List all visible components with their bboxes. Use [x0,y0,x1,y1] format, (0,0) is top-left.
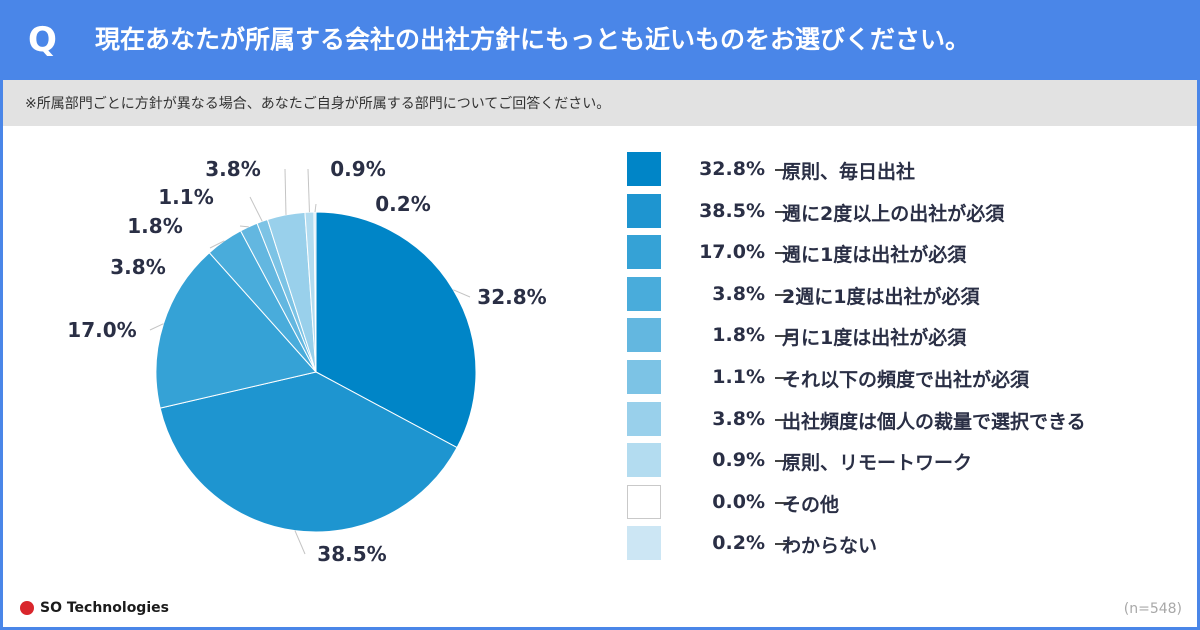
legend-dash [775,169,793,171]
legend-dash [775,543,793,546]
legend-dash [775,335,793,338]
leader-line-6 [249,196,263,222]
leader-line-2 [294,530,306,555]
legend-percent: 3.8% [712,282,765,305]
legend-percent: 1.8% [712,324,765,347]
legend-swatch [627,152,661,186]
leader-line-1 [453,289,471,298]
pie-data-label-6: 1.1% [158,185,213,209]
legend-label: 2週に1度は出社が必須 [782,285,980,308]
legend-percent: 17.0% [699,241,765,264]
legend-label: それ以下の頻度で出社が必須 [782,368,1030,391]
legend-swatch [627,193,661,228]
pie-data-label-5: 1.8% [127,214,182,238]
legend-label: 出社頻度は個人の裁量で選択できる [782,410,1086,433]
pie-slice-2 [159,371,458,533]
legend-dash [775,418,793,421]
legend-label: その他 [782,493,840,516]
leader-line-3 [149,323,164,331]
legend-label: 月に1度は出社が必須 [782,327,967,350]
brand-logo: SO Technologies [20,600,169,616]
legend-swatch [627,526,661,561]
legend-label: 原則、毎日出社 [782,161,916,183]
legend-swatch [627,443,661,478]
legend-dash [775,460,793,463]
legend-swatch [627,359,661,394]
legend-percent: 32.8% [699,158,765,180]
legend-label: 原則、リモートワーク [782,452,973,475]
leader-line-7 [284,168,287,215]
legend-percent: 38.5% [699,199,765,222]
question-header: Q 現在あなたが所属する会社の出社方針にもっとも近いものをお選びください。 [0,0,1200,80]
legend-swatch [627,484,661,519]
legend-dash [775,376,793,379]
pie-data-label-8: 0.9% [330,157,385,181]
note-bar: ※所属部門ごとに方針が異なる場合、あなたご自身が所属する部門についてご回答くださ… [3,80,1197,126]
leader-line-4 [209,240,225,249]
brand-name: SO Technologies [40,600,169,616]
legend-percent: 0.0% [712,490,765,513]
q-mark: Q [28,20,57,60]
legend-swatch [627,318,661,353]
legend-label: 週に1度は出社が必須 [782,244,967,267]
legend-swatch [627,401,661,436]
legend-percent: 3.8% [712,407,765,430]
pie-data-label-4: 3.8% [110,255,165,279]
pie-chart: 32.8% 38.5% 17.0% 3.8% 1.8% 1.1% 3.8% 0.9% 0.2% [67,157,546,566]
legend-dash [775,252,793,255]
legend-swatch [627,235,661,270]
legend-percent: 0.9% [712,449,765,472]
leader-line-10 [314,203,317,213]
legend-dash [775,210,793,213]
pie-data-label-3: 17.0% [67,318,136,342]
brand-dot-icon [20,601,34,615]
pie-data-label-7: 3.8% [205,157,260,181]
leader-line-8 [307,168,310,213]
note-text: ※所属部門ごとに方針が異なる場合、あなたご自身が所属する部門についてご回答くださ… [25,96,611,112]
pie-data-label-1: 32.8% [477,285,546,309]
sample-size: (n=548) [1123,601,1182,617]
legend-label: 週に2度以上の出社が必須 [782,202,1005,225]
pie-data-label-2: 38.5% [317,542,386,566]
pie-slice-10 [313,211,317,373]
pie-slice-3 [155,252,317,409]
legend-label: わからない [782,535,878,558]
legend-swatch [627,276,661,311]
legend-dash [775,293,793,296]
pie-data-label-10: 0.2% [375,192,430,216]
question-text: 現在あなたが所属する会社の出社方針にもっとも近いものをお選びください。 [95,25,971,54]
leader-line-5 [239,225,249,228]
legend-percent: 1.1% [712,365,765,388]
legend-dash [775,501,793,504]
legend-percent: 0.2% [712,532,765,555]
